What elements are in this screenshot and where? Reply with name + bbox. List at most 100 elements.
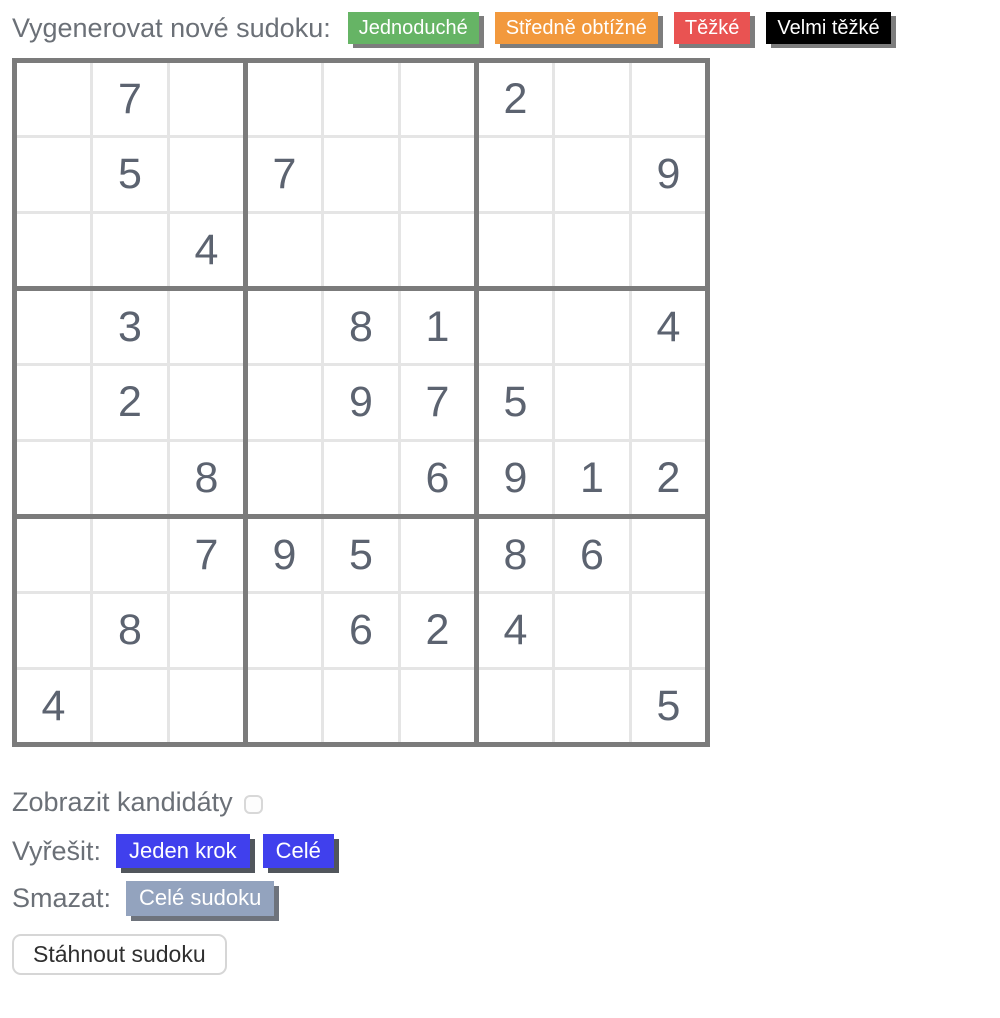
sudoku-cell[interactable]: 2 (475, 59, 555, 138)
sudoku-cell[interactable] (552, 363, 632, 442)
sudoku-cell[interactable] (13, 59, 93, 138)
clear-all-button[interactable]: Celé sudoku (126, 881, 275, 916)
candidates-row: Zobrazit kandidáty (12, 787, 1000, 818)
sudoku-cell[interactable] (475, 211, 555, 291)
sudoku-cell[interactable] (90, 667, 170, 747)
sudoku-cell[interactable] (321, 211, 401, 291)
sudoku-cell[interactable] (244, 363, 324, 442)
sudoku-cell[interactable] (321, 439, 401, 519)
sudoku-cell[interactable] (244, 439, 324, 519)
board-row: 4 (13, 211, 710, 291)
sudoku-cell[interactable] (552, 667, 632, 747)
sudoku-cell[interactable] (552, 287, 632, 366)
solve-row: Vyřešit: Jeden krok Celé (12, 834, 1000, 869)
solve-full-button[interactable]: Celé (262, 834, 334, 869)
sudoku-cell[interactable] (629, 211, 710, 291)
sudoku-cell[interactable]: 8 (321, 287, 401, 366)
sudoku-cell[interactable] (167, 287, 248, 366)
sudoku-cell[interactable] (552, 211, 632, 291)
sudoku-cell[interactable] (398, 211, 479, 291)
sudoku-cell[interactable] (398, 135, 479, 214)
sudoku-cell[interactable] (13, 439, 93, 519)
difficulty-button-very-hard[interactable]: Velmi těžké (766, 12, 891, 44)
sudoku-cell[interactable] (552, 59, 632, 138)
sudoku-cell[interactable] (244, 287, 324, 366)
sudoku-cell[interactable]: 7 (90, 59, 170, 138)
sudoku-cell[interactable] (629, 591, 710, 670)
sudoku-cell[interactable] (167, 59, 248, 138)
sudoku-cell[interactable] (90, 211, 170, 291)
sudoku-cell[interactable]: 2 (90, 363, 170, 442)
sudoku-cell[interactable] (475, 667, 555, 747)
sudoku-cell[interactable]: 9 (244, 515, 324, 594)
sudoku-cell[interactable]: 4 (13, 667, 93, 747)
sudoku-cell[interactable]: 7 (398, 363, 479, 442)
sudoku-cell[interactable]: 6 (321, 591, 401, 670)
sudoku-cell[interactable] (90, 439, 170, 519)
sudoku-cell[interactable] (244, 59, 324, 138)
sudoku-cell[interactable]: 6 (552, 515, 632, 594)
sudoku-cell[interactable] (321, 667, 401, 747)
sudoku-cell[interactable] (629, 363, 710, 442)
sudoku-cell[interactable]: 6 (398, 439, 479, 519)
sudoku-cell[interactable]: 3 (90, 287, 170, 366)
solve-label: Vyřešit: (12, 835, 102, 866)
sudoku-cell[interactable] (13, 135, 93, 214)
sudoku-cell[interactable]: 7 (244, 135, 324, 214)
sudoku-cell[interactable] (167, 591, 248, 670)
sudoku-cell[interactable] (244, 591, 324, 670)
sudoku-cell[interactable]: 5 (629, 667, 710, 747)
sudoku-cell[interactable]: 1 (398, 287, 479, 366)
sudoku-cell[interactable] (13, 211, 93, 291)
download-button[interactable]: Stáhnout sudoku (12, 933, 227, 975)
sudoku-cell[interactable]: 8 (475, 515, 555, 594)
sudoku-cell[interactable] (552, 591, 632, 670)
sudoku-cell[interactable] (475, 135, 555, 214)
sudoku-cell[interactable]: 4 (167, 211, 248, 291)
sudoku-cell[interactable]: 9 (475, 439, 555, 519)
sudoku-cell[interactable] (475, 287, 555, 366)
difficulty-button-easy[interactable]: Jednoduché (347, 12, 479, 44)
sudoku-cell[interactable] (90, 515, 170, 594)
sudoku-cell[interactable]: 9 (629, 135, 710, 214)
sudoku-cell[interactable]: 8 (167, 439, 248, 519)
sudoku-cell[interactable]: 1 (552, 439, 632, 519)
sudoku-cell[interactable] (552, 135, 632, 214)
sudoku-cell[interactable]: 7 (167, 515, 248, 594)
sudoku-cell[interactable] (167, 667, 248, 747)
sudoku-cell[interactable]: 4 (629, 287, 710, 366)
sudoku-cell[interactable] (244, 211, 324, 291)
sudoku-cell[interactable] (13, 515, 93, 594)
sudoku-cell[interactable]: 8 (90, 591, 170, 670)
sudoku-cell[interactable] (321, 59, 401, 138)
sudoku-cell[interactable]: 2 (629, 439, 710, 519)
sudoku-cell[interactable] (321, 135, 401, 214)
difficulty-button-hard[interactable]: Těžké (673, 12, 751, 44)
sudoku-cell[interactable] (629, 515, 710, 594)
sudoku-cell[interactable] (244, 667, 324, 747)
sudoku-cell[interactable] (13, 287, 93, 366)
sudoku-cell[interactable]: 9 (321, 363, 401, 442)
sudoku-cell[interactable] (398, 59, 479, 138)
sudoku-cell[interactable] (167, 135, 248, 214)
solve-step-button[interactable]: Jeden krok (116, 834, 250, 869)
sudoku-cell[interactable]: 5 (475, 363, 555, 442)
sudoku-cell[interactable] (398, 667, 479, 747)
sudoku-cell[interactable]: 5 (321, 515, 401, 594)
difficulty-button-medium[interactable]: Středně obtížné (494, 12, 658, 44)
candidates-checkbox[interactable] (243, 795, 263, 814)
sudoku-cell[interactable] (13, 363, 93, 442)
sudoku-cell[interactable] (398, 515, 479, 594)
sudoku-cell[interactable] (13, 591, 93, 670)
sudoku-cell[interactable]: 2 (398, 591, 479, 670)
generate-label: Vygenerovat nové sudoku: (12, 12, 331, 43)
sudoku-cell[interactable]: 5 (90, 135, 170, 214)
sudoku-cell[interactable]: 4 (475, 591, 555, 670)
sudoku-cell[interactable] (629, 59, 710, 138)
sudoku-cell[interactable] (167, 363, 248, 442)
